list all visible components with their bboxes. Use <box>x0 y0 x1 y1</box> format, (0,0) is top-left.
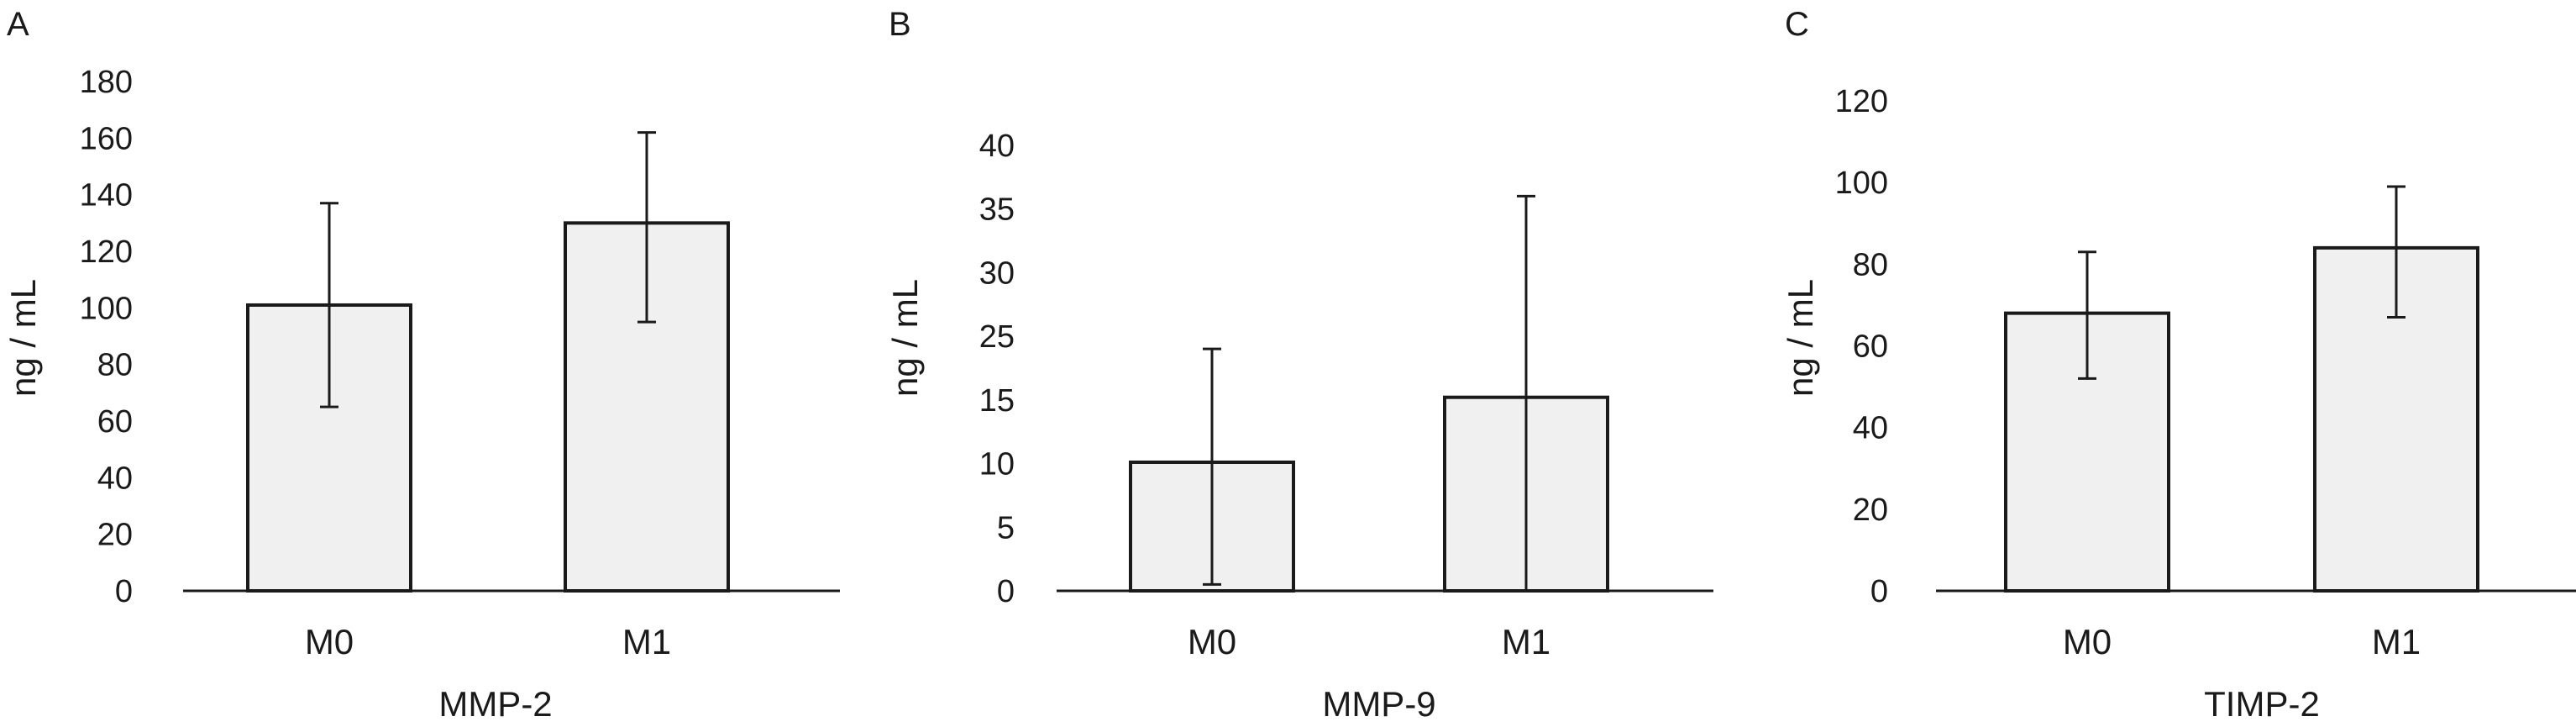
y-tick-label: 25 <box>979 319 1015 355</box>
y-tick-label: 0 <box>997 574 1015 609</box>
y-tick-label: 60 <box>1853 329 1888 365</box>
panel-letter: A <box>7 6 29 43</box>
x-tick-label: M1 <box>2372 622 2421 661</box>
y-tick-label: 100 <box>80 291 133 326</box>
x-tick-label: M1 <box>622 622 671 661</box>
panel-b: B ng / mL MMP-9 0 5 10 15 25 30 35 40 M0 M1 <box>885 6 1713 724</box>
y-tick-label: 35 <box>979 192 1015 228</box>
panel-letter: C <box>1785 6 1809 43</box>
y-axis-label: ng / mL <box>1781 279 1820 397</box>
y-tick-label: 40 <box>1853 411 1888 446</box>
error-bar <box>2387 185 2405 319</box>
panel-c: C ng / mL TIMP-2 0 20 40 60 80 100 120 M0 M1 <box>1781 6 2576 724</box>
y-tick-label: 100 <box>1835 166 1888 201</box>
error-bar <box>320 202 338 408</box>
panel-letter: B <box>889 6 911 43</box>
y-tick-label: 180 <box>80 65 133 100</box>
y-tick-label: 40 <box>97 461 133 496</box>
x-tick-label: M0 <box>1188 622 1236 661</box>
error-bar <box>2078 250 2096 380</box>
y-tick-label: 0 <box>115 574 133 609</box>
y-tick-label: 40 <box>979 129 1015 164</box>
y-tick-label: 160 <box>80 121 133 156</box>
error-bar <box>1517 194 1535 591</box>
y-tick-label: 10 <box>979 447 1015 482</box>
y-tick-label: 20 <box>97 518 133 553</box>
x-tick-label: M0 <box>2063 622 2112 661</box>
y-tick-label: 30 <box>979 256 1015 291</box>
panel-a: A ng / mL MMP-2 0 20 40 60 80 100 120 140 160 180… <box>3 6 840 724</box>
x-axis-label: TIMP-2 <box>2204 684 2320 724</box>
y-tick-label: 15 <box>979 383 1015 419</box>
y-axis-label: ng / mL <box>885 279 925 397</box>
x-tick-label: M1 <box>1502 622 1550 661</box>
error-bar <box>637 131 656 324</box>
y-tick-label: 140 <box>80 178 133 213</box>
y-tick-label: 60 <box>97 404 133 440</box>
y-tick-label: 80 <box>1853 247 1888 282</box>
x-axis-label: MMP-9 <box>1322 684 1435 724</box>
x-axis-label: MMP-2 <box>438 684 552 724</box>
y-tick-label: 20 <box>1853 493 1888 528</box>
x-tick-label: M0 <box>305 622 354 661</box>
y-tick-label: 5 <box>997 510 1015 545</box>
y-tick-label: 80 <box>97 348 133 383</box>
y-axis-label: ng / mL <box>3 279 43 397</box>
y-tick-label: 120 <box>1835 84 1888 119</box>
y-tick-label: 0 <box>1870 574 1888 609</box>
y-tick-label: 120 <box>80 234 133 270</box>
error-bar <box>1203 347 1221 586</box>
